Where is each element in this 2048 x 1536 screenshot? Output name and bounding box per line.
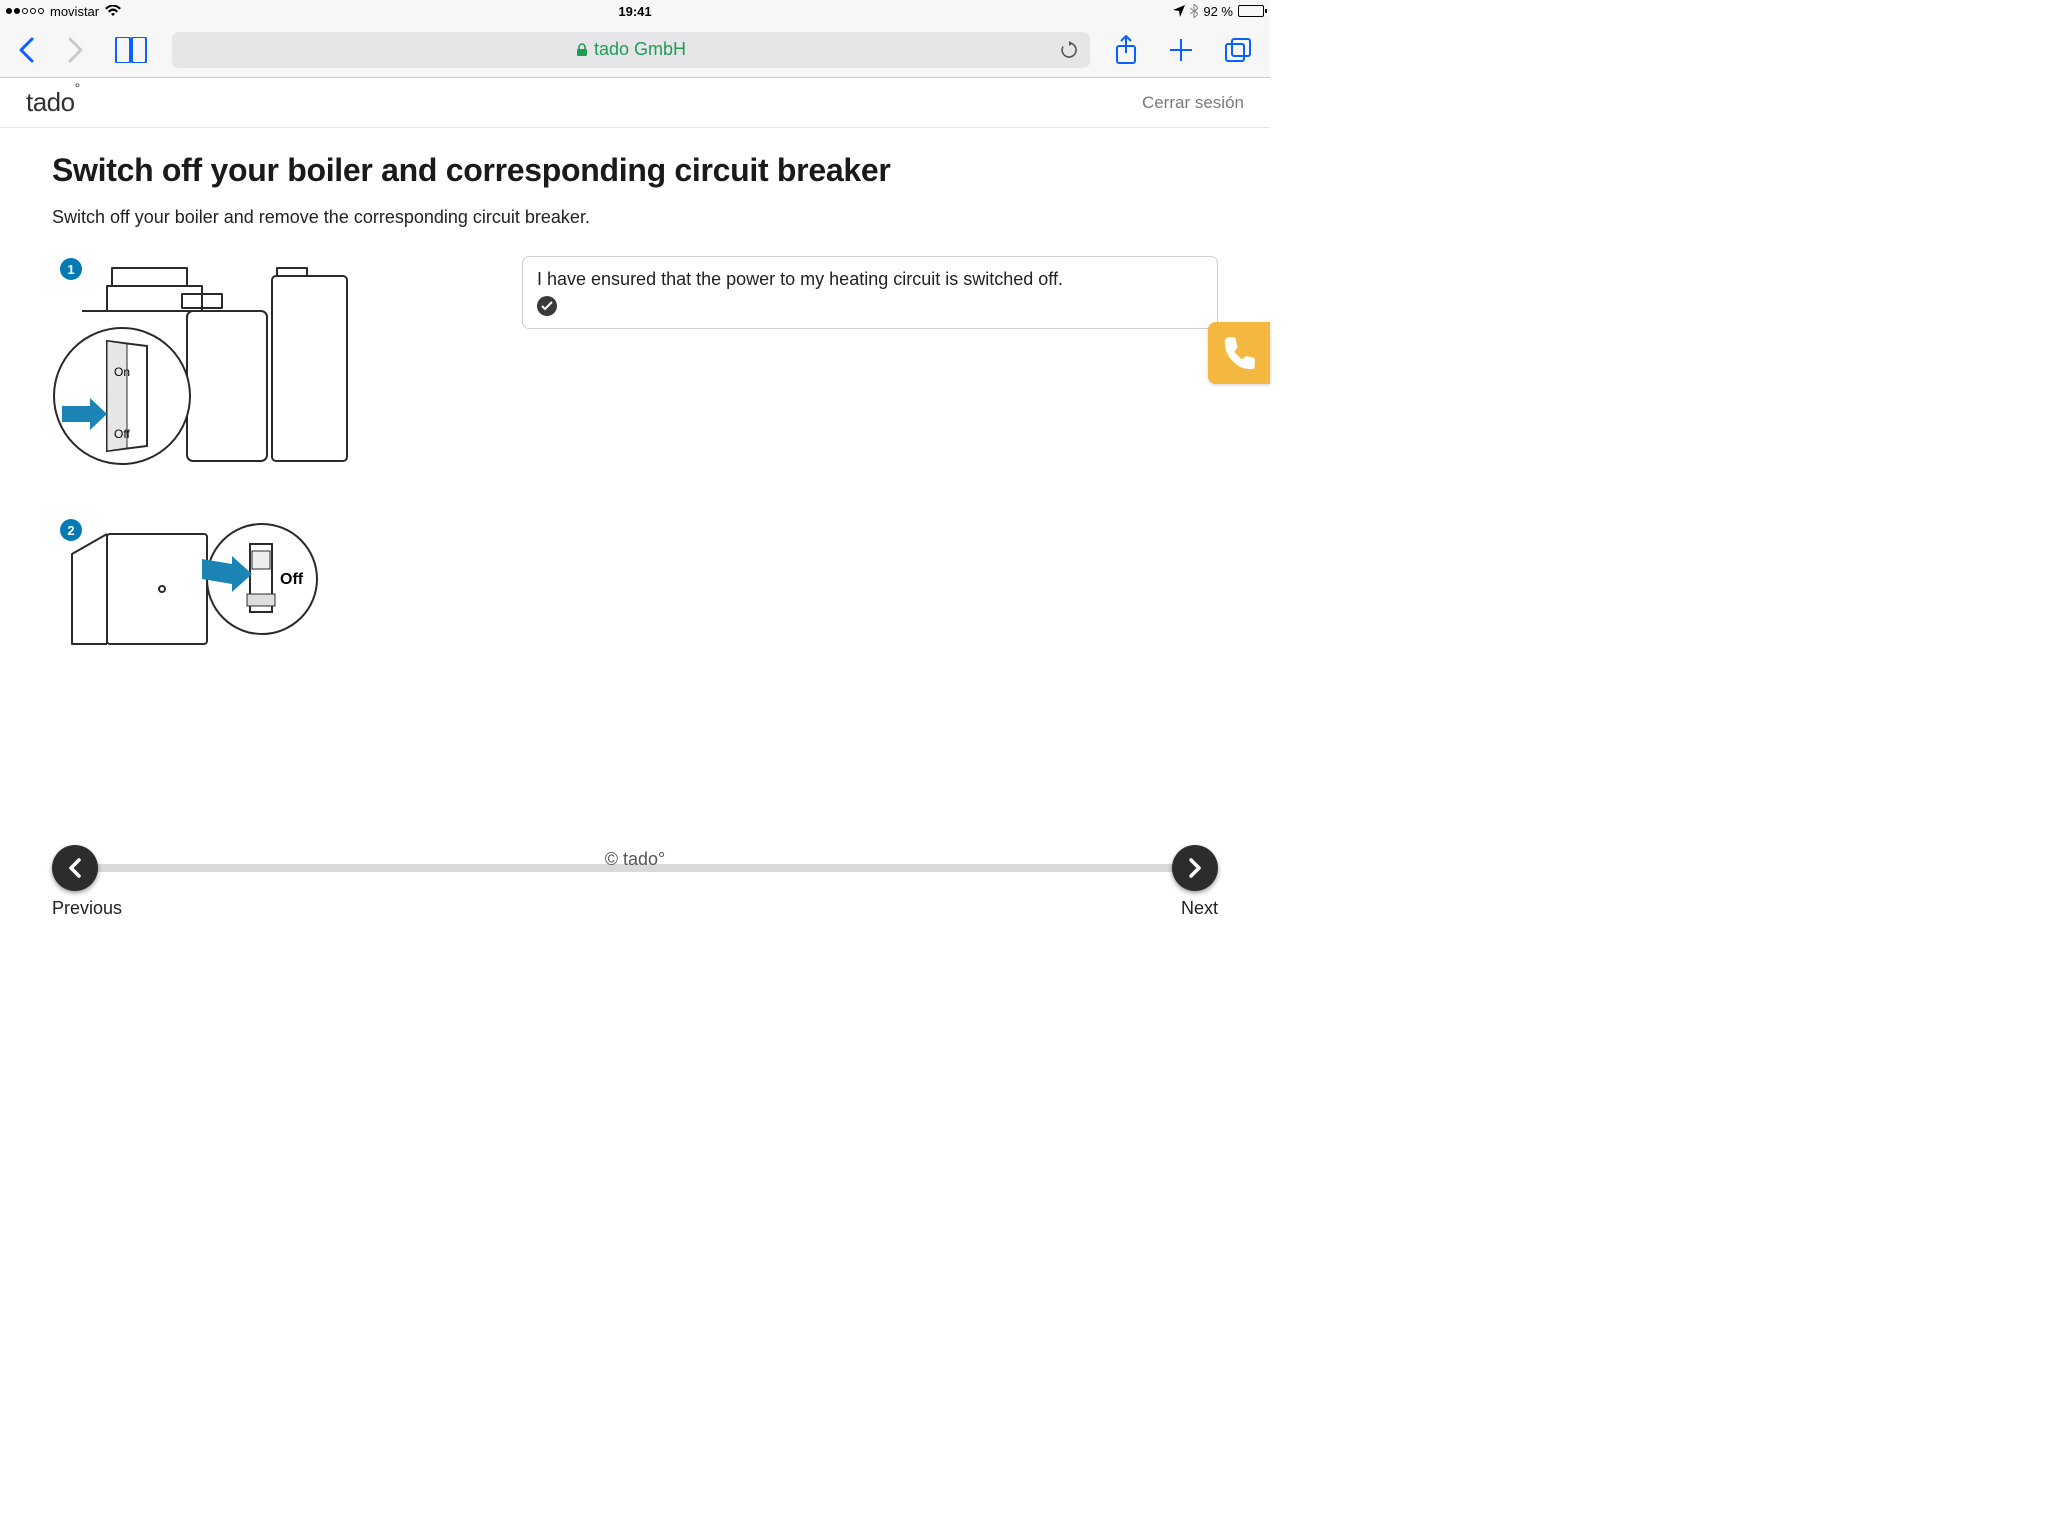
- lock-icon: [576, 43, 588, 57]
- forward-button[interactable]: [66, 36, 84, 64]
- logout-link[interactable]: Cerrar sesión: [1142, 93, 1244, 113]
- brand-logo: tado°: [26, 87, 80, 118]
- illustration-column: 1: [52, 256, 482, 682]
- main-content: Switch off your boiler and corresponding…: [0, 128, 1270, 682]
- confirm-text: I have ensured that the power to my heat…: [537, 269, 1203, 290]
- page-subtitle: Switch off your boiler and remove the co…: [52, 207, 1218, 228]
- confirm-box[interactable]: I have ensured that the power to my heat…: [522, 256, 1218, 329]
- switch-off-label: Off: [114, 427, 130, 441]
- step-badge: 2: [60, 519, 82, 541]
- confirm-checkbox[interactable]: [537, 296, 557, 316]
- copyright: © tado°: [605, 849, 666, 870]
- address-bar[interactable]: tado GmbH: [172, 32, 1090, 68]
- clock: 19:41: [618, 4, 651, 19]
- next-button[interactable]: [1172, 845, 1218, 891]
- bluetooth-icon: [1190, 4, 1198, 18]
- ios-status-bar: movistar 19:41 92 %: [0, 0, 1270, 22]
- signal-dots: [6, 8, 44, 14]
- prev-label: Previous: [52, 898, 122, 919]
- new-tab-icon[interactable]: [1168, 37, 1194, 63]
- phone-icon: [1220, 334, 1258, 372]
- illustration-step-1: 1: [52, 256, 482, 491]
- reload-icon[interactable]: [1060, 41, 1078, 59]
- app-header: tado° Cerrar sesión: [0, 78, 1270, 128]
- share-icon[interactable]: [1114, 35, 1138, 65]
- page-title: Switch off your boiler and corresponding…: [52, 152, 1218, 189]
- wifi-icon: [105, 5, 121, 17]
- bookmarks-icon[interactable]: [114, 37, 148, 63]
- prev-button[interactable]: [52, 845, 98, 891]
- safari-toolbar: tado GmbH: [0, 22, 1270, 78]
- back-button[interactable]: [18, 36, 36, 64]
- breaker-off-label: Off: [280, 571, 304, 588]
- call-support-tab[interactable]: [1208, 322, 1270, 384]
- illustration-step-2: 2 Off: [52, 509, 482, 664]
- next-label: Next: [1181, 898, 1218, 919]
- battery-icon: [1238, 5, 1264, 17]
- battery-percent: 92 %: [1203, 4, 1233, 19]
- carrier-label: movistar: [50, 4, 99, 19]
- switch-on-label: On: [114, 365, 130, 379]
- tabs-icon[interactable]: [1224, 37, 1252, 63]
- location-icon: [1173, 5, 1185, 17]
- address-text: tado GmbH: [594, 39, 686, 60]
- step-badge: 1: [60, 258, 82, 280]
